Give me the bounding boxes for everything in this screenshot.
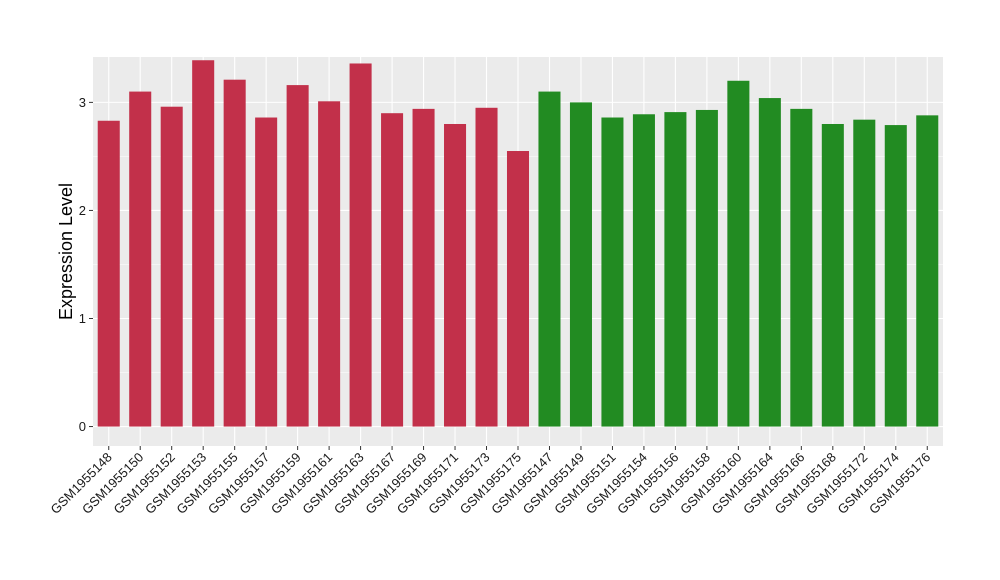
bars-group	[97, 60, 939, 427]
bar-GSM1955173	[475, 107, 498, 427]
bar-GSM1955152	[160, 106, 183, 427]
bar-GSM1955156	[664, 112, 687, 427]
bar-GSM1955167	[381, 113, 404, 427]
y-axis-title: Expression Level	[56, 183, 76, 320]
bar-GSM1955153	[192, 60, 215, 427]
bar-GSM1955160	[727, 80, 750, 427]
bar-GSM1955169	[412, 108, 435, 427]
bar-GSM1955149	[569, 102, 592, 427]
bar-GSM1955161	[318, 101, 341, 427]
y-tick-label: 2	[79, 203, 86, 218]
bar-GSM1955151	[601, 117, 624, 427]
bar-GSM1955174	[884, 125, 907, 427]
bar-GSM1955168	[821, 123, 844, 427]
bar-GSM1955176	[916, 115, 939, 427]
bar-GSM1955158	[695, 109, 718, 427]
bar-GSM1955172	[853, 119, 876, 427]
bar-GSM1955155	[223, 79, 246, 427]
bar-GSM1955163	[349, 63, 372, 427]
bar-GSM1955148	[97, 120, 120, 427]
bar-GSM1955147	[538, 91, 561, 427]
y-tick-label: 0	[79, 419, 86, 434]
bar-GSM1955159	[286, 85, 309, 427]
bar-GSM1955166	[790, 108, 813, 427]
y-tick-label: 1	[79, 311, 86, 326]
y-axis: 0 1 2 3	[79, 95, 93, 434]
x-axis: GSM1955148GSM1955150GSM1955152GSM1955153…	[48, 446, 933, 517]
bar-GSM1955164	[758, 98, 781, 427]
y-tick-label: 3	[79, 95, 86, 110]
bar-GSM1955171	[444, 123, 467, 427]
bar-GSM1955150	[129, 91, 152, 427]
bar-GSM1955157	[255, 117, 278, 427]
bar-GSM1955175	[506, 151, 530, 427]
bar-GSM1955154	[632, 114, 655, 427]
